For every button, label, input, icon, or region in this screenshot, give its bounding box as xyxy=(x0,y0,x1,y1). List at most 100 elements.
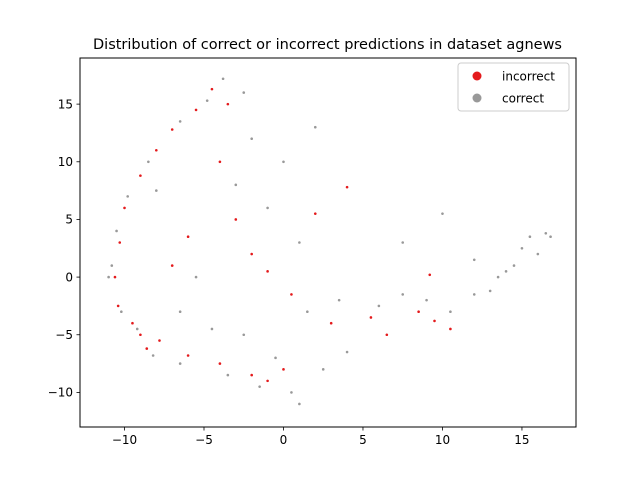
point-incorrect xyxy=(145,347,149,350)
point-correct xyxy=(512,264,516,267)
point-incorrect xyxy=(345,185,349,189)
point-correct xyxy=(194,275,198,279)
point-incorrect xyxy=(266,270,269,273)
point-incorrect xyxy=(186,354,190,357)
point-correct xyxy=(449,310,452,313)
point-incorrect xyxy=(226,102,230,106)
point-correct xyxy=(151,354,155,357)
point-incorrect xyxy=(170,128,174,131)
x-tick-label: −5 xyxy=(195,433,213,447)
point-incorrect xyxy=(218,362,222,365)
legend-label-incorrect: incorrect xyxy=(502,70,555,84)
point-correct xyxy=(345,350,349,354)
point-incorrect xyxy=(385,333,389,337)
point-incorrect xyxy=(417,310,420,313)
y-axis: −10 −5 0 5 10 15 xyxy=(48,97,80,400)
legend-marker-correct xyxy=(472,93,482,103)
y-tick-label: 0 xyxy=(65,270,73,284)
point-incorrect xyxy=(329,321,333,325)
point-correct xyxy=(313,125,317,129)
legend-frame xyxy=(457,62,570,112)
point-incorrect xyxy=(113,275,117,279)
point-correct xyxy=(282,160,285,164)
y-tick-label: −5 xyxy=(55,328,73,342)
point-incorrect xyxy=(369,316,373,319)
point-correct xyxy=(401,293,405,296)
point-correct xyxy=(205,99,209,102)
point-incorrect xyxy=(290,293,293,296)
point-correct xyxy=(321,368,325,371)
point-correct xyxy=(178,120,182,123)
point-correct xyxy=(441,212,444,215)
point-layer xyxy=(107,77,552,406)
point-correct xyxy=(210,327,214,331)
point-correct xyxy=(536,252,540,256)
point-incorrect xyxy=(449,327,452,331)
y-tick-label: 10 xyxy=(58,155,73,169)
chart-title: Distribution of correct or incorrect pre… xyxy=(93,37,562,53)
point-correct xyxy=(226,373,230,377)
point-correct xyxy=(298,241,301,244)
point-correct xyxy=(377,304,381,308)
point-incorrect xyxy=(131,321,134,325)
point-incorrect xyxy=(433,319,436,323)
point-incorrect xyxy=(186,235,190,239)
point-correct xyxy=(401,241,405,244)
point-correct xyxy=(528,235,532,239)
point-correct xyxy=(178,310,182,313)
x-tick-label: 10 xyxy=(435,433,450,447)
point-incorrect xyxy=(170,264,174,267)
point-incorrect xyxy=(234,218,238,221)
x-tick-label: 5 xyxy=(359,433,367,447)
point-incorrect xyxy=(118,241,122,244)
point-incorrect xyxy=(210,87,214,91)
legend: incorrect correct xyxy=(457,62,570,112)
point-correct xyxy=(110,264,114,267)
point-correct xyxy=(298,402,301,406)
point-correct xyxy=(488,289,492,293)
point-correct xyxy=(258,385,261,388)
point-incorrect xyxy=(250,373,253,377)
x-tick-label: −10 xyxy=(112,433,137,447)
point-incorrect xyxy=(139,333,142,337)
point-incorrect xyxy=(282,368,285,371)
point-correct xyxy=(221,77,225,81)
point-correct xyxy=(178,362,182,365)
point-correct xyxy=(250,137,253,141)
x-axis: −10 −5 0 5 10 15 xyxy=(112,427,530,447)
y-tick-label: 5 xyxy=(65,213,73,227)
x-tick-label: 15 xyxy=(514,433,529,447)
point-incorrect xyxy=(218,160,222,164)
point-incorrect xyxy=(116,304,120,308)
x-tick-label: 0 xyxy=(280,433,288,447)
point-incorrect xyxy=(194,108,198,112)
point-correct xyxy=(147,160,150,164)
point-correct xyxy=(274,356,277,360)
point-correct xyxy=(504,270,508,273)
point-correct xyxy=(544,231,548,235)
point-correct xyxy=(520,246,524,250)
point-correct xyxy=(549,235,552,239)
point-correct xyxy=(155,189,158,192)
point-correct xyxy=(306,310,309,313)
y-tick-label: −10 xyxy=(48,386,73,400)
point-correct xyxy=(234,183,238,187)
point-correct xyxy=(135,327,139,331)
point-incorrect xyxy=(428,273,432,277)
point-incorrect xyxy=(123,206,126,210)
point-correct xyxy=(126,195,129,198)
legend-label-correct: correct xyxy=(502,92,544,106)
point-correct xyxy=(496,275,500,279)
point-correct xyxy=(107,275,110,279)
point-incorrect xyxy=(313,212,317,215)
point-correct xyxy=(242,333,246,337)
point-correct xyxy=(242,91,246,94)
point-correct xyxy=(115,229,118,233)
point-correct xyxy=(120,310,123,313)
point-correct xyxy=(425,298,428,302)
y-tick-label: 15 xyxy=(58,97,73,111)
point-incorrect xyxy=(155,148,158,152)
point-correct xyxy=(472,258,476,262)
point-correct xyxy=(290,391,293,394)
